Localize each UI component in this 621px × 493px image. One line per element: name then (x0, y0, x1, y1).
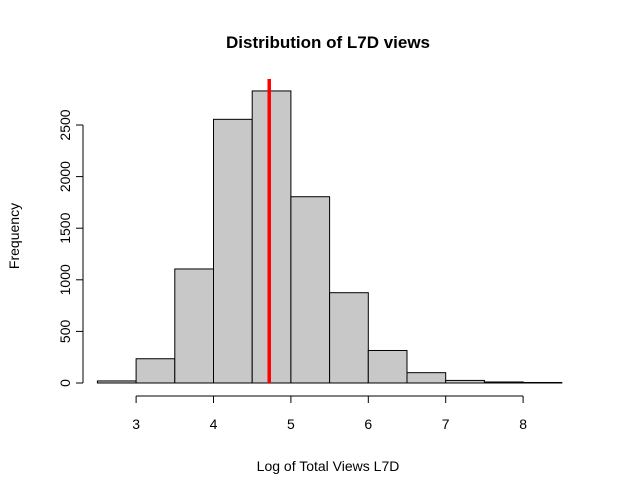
y-axis: 0 500 1000 1500 2000 2500 (57, 109, 84, 387)
histogram-bar (213, 118, 253, 384)
chart-title: Distribution of L7D views (226, 33, 430, 52)
x-tick-label: 5 (287, 416, 295, 432)
x-tick-label: 3 (132, 416, 140, 432)
histogram-bar (96, 380, 137, 384)
x-axis: 3 4 5 6 7 8 (132, 395, 527, 432)
x-tick-label: 6 (364, 416, 372, 432)
histogram-bar (483, 381, 524, 384)
y-tick-label: 1500 (57, 212, 73, 243)
histogram-bar (406, 372, 447, 384)
histogram-bar (135, 358, 176, 384)
histogram-bar (329, 292, 369, 384)
y-tick-label: 2500 (57, 109, 73, 140)
y-axis-label: Frequency (6, 203, 22, 269)
histogram-bar (290, 196, 331, 384)
x-tick-label: 8 (519, 416, 527, 432)
y-tick-label: 1000 (57, 264, 73, 295)
histogram-bar (445, 379, 485, 384)
histogram-bar (174, 268, 215, 384)
y-tick-label: 0 (57, 379, 73, 387)
y-tick-label: 500 (57, 320, 73, 344)
histogram-bar (251, 90, 292, 384)
histogram-bar (522, 381, 563, 384)
histogram-bar (367, 349, 408, 384)
y-tick-label: 2000 (57, 161, 73, 192)
x-tick-label: 4 (210, 416, 218, 432)
histogram-bars (96, 90, 563, 384)
x-axis-label: Log of Total Views L7D (257, 458, 400, 474)
x-tick-label: 7 (442, 416, 450, 432)
